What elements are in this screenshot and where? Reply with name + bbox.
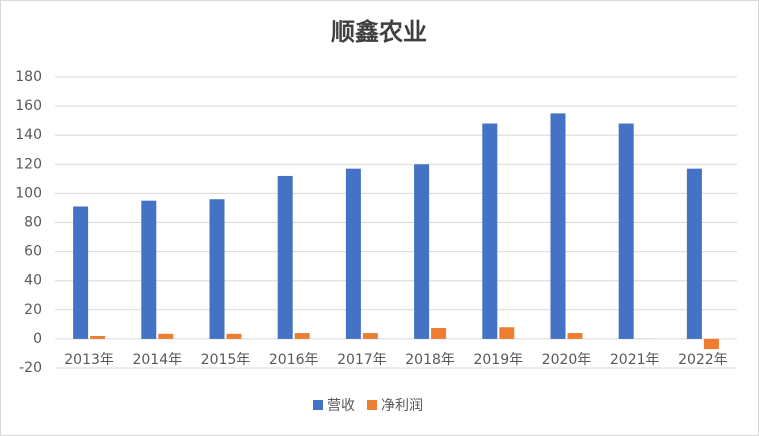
legend-swatch [313, 400, 323, 410]
x-tick-label: 2014年 [132, 352, 182, 368]
y-tick-label: 100 [15, 185, 42, 201]
bar [431, 327, 447, 339]
bar [90, 335, 106, 339]
x-tick-label: 2022年 [678, 352, 728, 368]
x-tick-label: 2013年 [64, 352, 114, 368]
bar [499, 327, 515, 339]
bar [414, 164, 430, 339]
bar [686, 168, 702, 339]
y-tick-label: 180 [15, 69, 42, 85]
chart-title: 顺鑫农业 [331, 18, 427, 46]
legend-label: 营收 [327, 398, 355, 414]
y-tick-label: 80 [24, 215, 42, 231]
bar [362, 333, 378, 339]
x-tick-label: 2015年 [201, 352, 251, 368]
x-tick-label: 2020年 [542, 352, 592, 368]
bar [141, 200, 157, 339]
x-tick-label: 2021年 [610, 352, 660, 368]
bar [277, 175, 293, 339]
bar [209, 199, 225, 339]
bar [73, 206, 89, 339]
x-tick-label: 2017年 [337, 352, 387, 368]
y-tick-label: 60 [24, 244, 42, 260]
y-tick-label: 40 [24, 273, 42, 289]
y-tick-label: 160 [15, 98, 42, 114]
y-tick-label: 140 [15, 127, 42, 143]
y-tick-label: -20 [19, 360, 42, 376]
bar [158, 333, 174, 339]
bar [226, 333, 242, 339]
x-tick-label: 2016年 [269, 352, 319, 368]
x-tick-label: 2018年 [405, 352, 455, 368]
y-tick-label: 120 [15, 156, 42, 172]
legend-swatch [367, 400, 377, 410]
x-tick-label: 2019年 [473, 352, 523, 368]
bar [567, 333, 583, 339]
bar [550, 113, 566, 339]
y-tick-label: 0 [33, 331, 42, 347]
bar [618, 123, 634, 339]
bar [482, 123, 498, 339]
y-tick-label: 20 [24, 302, 42, 318]
bar [294, 333, 310, 339]
bar [345, 168, 361, 339]
legend-label: 净利润 [381, 398, 423, 414]
bar [703, 338, 719, 350]
